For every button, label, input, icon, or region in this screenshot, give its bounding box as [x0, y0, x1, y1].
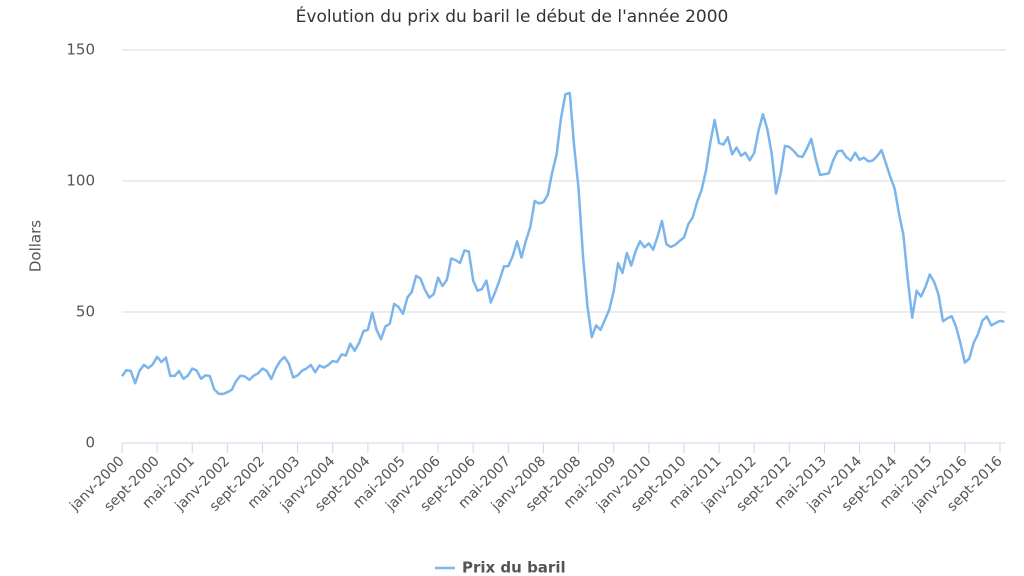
y-tick-label: 50	[76, 303, 95, 321]
y-axis-title: Dollars	[27, 220, 45, 272]
y-tick-label: 100	[66, 172, 95, 190]
y-tick-label: 0	[85, 434, 95, 452]
chart-title: Évolution du prix du baril le début de l…	[296, 5, 729, 27]
series-line	[120, 91, 1005, 396]
legend-label: Prix du baril	[462, 559, 566, 576]
y-tick-label: 150	[66, 41, 95, 59]
